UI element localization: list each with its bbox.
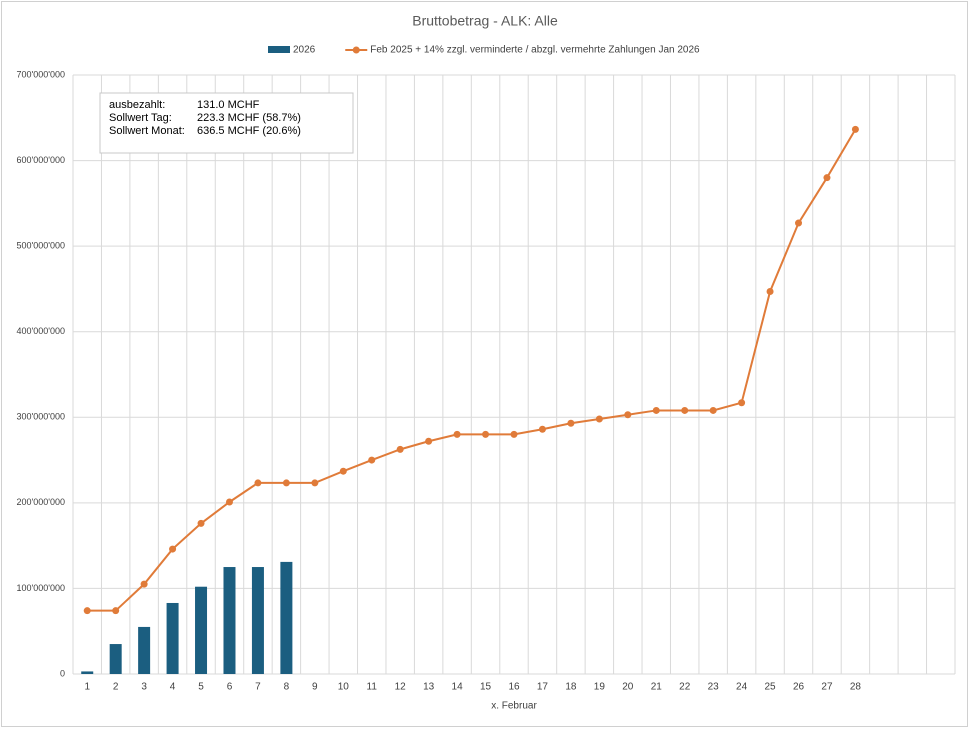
annotation-value: 131.0 MCHF: [197, 99, 260, 111]
x-tick-label: 7: [255, 682, 261, 693]
line-marker: [169, 545, 177, 553]
x-tick-label: 26: [793, 682, 805, 693]
legend-label: Feb 2025 + 14% zzgl. verminderte / abzgl…: [370, 45, 700, 56]
line-marker: [197, 519, 205, 527]
annotation-label: ausbezahlt:: [109, 99, 165, 111]
x-tick-label: 20: [622, 682, 634, 693]
bar: [195, 586, 208, 674]
bar: [81, 671, 94, 674]
y-tick-label: 100'000'000: [17, 583, 66, 593]
annotation-label: Sollwert Tag:: [109, 112, 172, 124]
y-tick-label: 0: [60, 668, 65, 678]
line-marker: [795, 219, 803, 227]
chart-title: Bruttobetrag - ALK: Alle: [412, 13, 558, 29]
line-marker: [254, 479, 262, 487]
x-tick-label: 24: [736, 682, 748, 693]
line-marker: [624, 411, 632, 419]
line-marker: [225, 498, 233, 506]
bar: [166, 602, 179, 674]
legend-marker: [352, 46, 360, 54]
y-tick-label: 500'000'000: [17, 241, 66, 251]
legend-label: 2026: [293, 45, 316, 56]
x-tick-label: 22: [679, 682, 691, 693]
annotation-value: 223.3 MCHF (58.7%): [197, 112, 301, 124]
x-tick-label: 10: [338, 682, 350, 693]
line-marker: [681, 406, 689, 414]
line-marker: [709, 406, 717, 414]
annotation-box: [99, 92, 354, 154]
line-marker: [510, 430, 518, 438]
x-tick-label: 4: [170, 682, 176, 693]
x-tick-label: 27: [821, 682, 833, 693]
y-tick-label: 600'000'000: [17, 155, 66, 165]
legend-swatch: [268, 46, 290, 53]
x-tick-label: 17: [537, 682, 549, 693]
x-tick-label: 9: [312, 682, 318, 693]
x-axis-label: x. Februar: [491, 701, 537, 712]
x-tick-label: 25: [765, 682, 777, 693]
line-marker: [652, 406, 660, 414]
line-marker: [83, 607, 91, 615]
x-tick-label: 16: [508, 682, 520, 693]
line-marker: [112, 607, 120, 615]
x-tick-label: 23: [708, 682, 720, 693]
y-tick-label: 700'000'000: [17, 69, 66, 79]
y-tick-label: 200'000'000: [17, 497, 66, 507]
bar: [223, 567, 236, 674]
x-tick-label: 2: [113, 682, 119, 693]
x-tick-label: 11: [367, 682, 378, 693]
x-tick-label: 18: [565, 682, 577, 693]
x-tick-label: 28: [850, 682, 862, 693]
x-tick-label: 12: [395, 682, 407, 693]
line-marker: [482, 430, 490, 438]
x-tick-label: 8: [284, 682, 290, 693]
line-marker: [738, 399, 746, 407]
line-marker: [851, 125, 859, 133]
line-marker: [567, 419, 575, 427]
x-tick-label: 6: [227, 682, 233, 693]
line-marker: [140, 580, 148, 588]
line-marker: [766, 287, 774, 295]
x-tick-label: 1: [84, 682, 90, 693]
bar: [280, 561, 293, 674]
annotation-value: 636.5 MCHF (20.6%): [197, 125, 301, 137]
line-marker: [282, 479, 290, 487]
line-marker: [311, 479, 319, 487]
y-tick-label: 300'000'000: [17, 412, 66, 422]
line-marker: [339, 467, 347, 475]
bar: [109, 644, 122, 674]
x-tick-label: 15: [480, 682, 492, 693]
x-tick-label: 5: [198, 682, 204, 693]
line-marker: [368, 456, 376, 464]
line-marker: [823, 174, 831, 182]
x-tick-label: 14: [452, 682, 464, 693]
x-tick-label: 13: [423, 682, 435, 693]
line-marker: [453, 430, 461, 438]
line-marker: [595, 415, 603, 423]
x-tick-label: 3: [141, 682, 147, 693]
line-marker: [538, 425, 546, 433]
y-tick-label: 400'000'000: [17, 326, 66, 336]
bar: [251, 567, 264, 674]
x-tick-label: 19: [594, 682, 606, 693]
x-tick-label: 21: [651, 682, 663, 693]
line: [87, 128, 857, 612]
line-marker: [396, 445, 404, 453]
line-marker: [425, 437, 433, 445]
bar: [138, 626, 151, 674]
annotation-label: Sollwert Monat:: [109, 125, 185, 137]
